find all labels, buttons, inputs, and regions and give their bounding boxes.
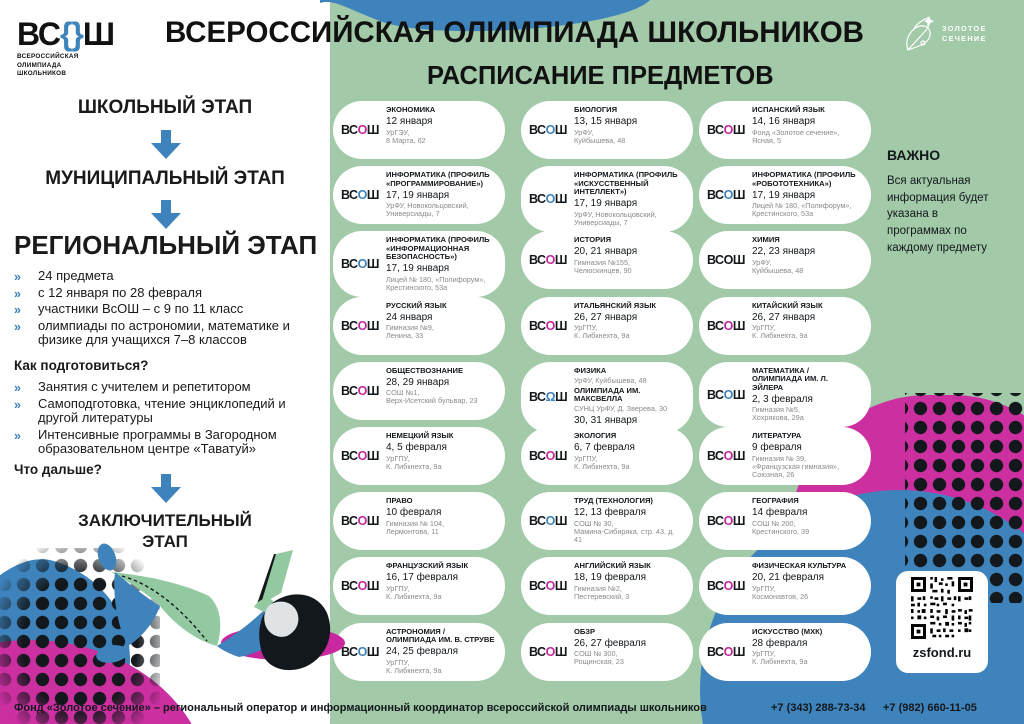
svg-text:ЗОЛОТОЕ: ЗОЛОТОЕ: [942, 24, 987, 33]
svg-text:СЕЧЕНИЕ: СЕЧЕНИЕ: [942, 34, 987, 43]
